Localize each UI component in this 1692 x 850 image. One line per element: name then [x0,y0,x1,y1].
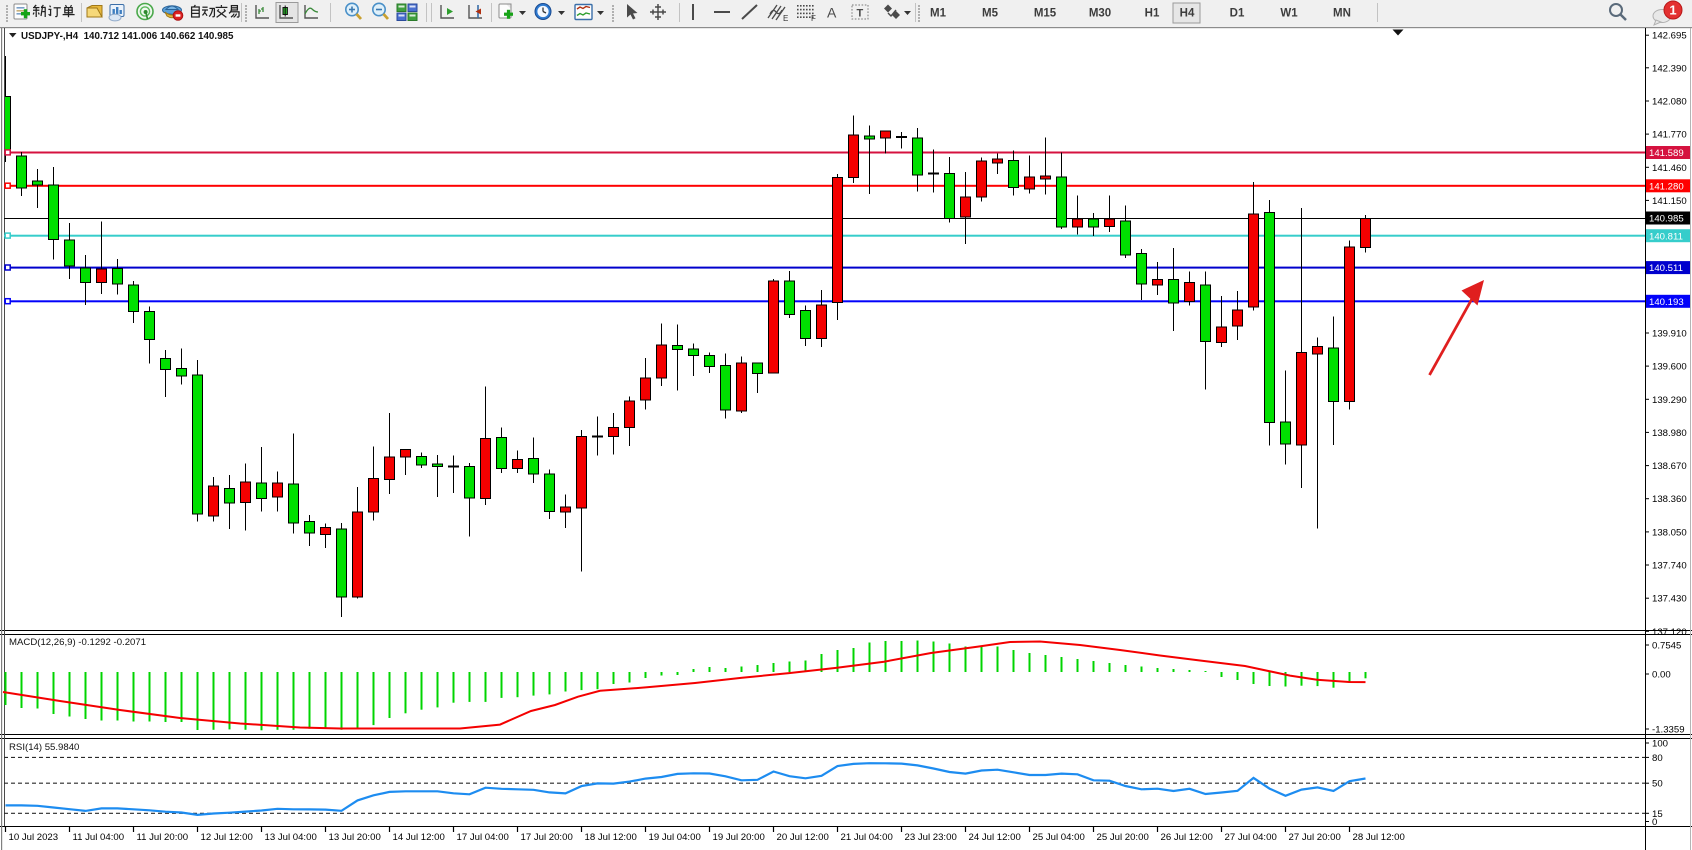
svg-text:137.740: 137.740 [1652,561,1687,572]
svg-text:28 Jul 12:00: 28 Jul 12:00 [1353,832,1405,843]
svg-text:100: 100 [1652,739,1668,750]
svg-text:0.7545: 0.7545 [1652,641,1681,652]
svg-text:19 Jul 20:00: 19 Jul 20:00 [713,832,765,843]
svg-text:26 Jul 12:00: 26 Jul 12:00 [1161,832,1213,843]
svg-text:T: T [857,8,864,20]
svg-text:F: F [811,14,816,23]
svg-text:138.050: 138.050 [1652,527,1687,538]
svg-text:RSI(14) 55.9840: RSI(14) 55.9840 [9,742,79,753]
svg-text:25 Jul 20:00: 25 Jul 20:00 [1097,832,1149,843]
svg-text:138.360: 138.360 [1652,494,1687,505]
svg-text:11 Jul 20:00: 11 Jul 20:00 [137,832,189,843]
svg-text:A: A [827,5,837,21]
svg-text:141.150: 141.150 [1652,196,1687,207]
svg-text:138.670: 138.670 [1652,461,1687,472]
svg-text:27 Jul 20:00: 27 Jul 20:00 [1289,832,1341,843]
svg-text:137.430: 137.430 [1652,594,1687,605]
svg-text:17 Jul 20:00: 17 Jul 20:00 [521,832,573,843]
svg-text:11 Jul 04:00: 11 Jul 04:00 [73,832,125,843]
svg-text:1: 1 [1669,3,1676,18]
svg-text:M15: M15 [1034,8,1057,20]
svg-text:19 Jul 04:00: 19 Jul 04:00 [649,832,701,843]
svg-text:80: 80 [1652,753,1663,764]
svg-text:W1: W1 [1280,8,1298,20]
svg-text:H1: H1 [1145,8,1160,20]
svg-text:141.460: 141.460 [1652,163,1687,174]
svg-text:15: 15 [1652,809,1663,820]
svg-text:13 Jul 20:00: 13 Jul 20:00 [329,832,381,843]
svg-text:139.290: 139.290 [1652,395,1687,406]
svg-text:14 Jul 12:00: 14 Jul 12:00 [393,832,445,843]
svg-text:140.193: 140.193 [1649,297,1684,308]
svg-text:141.589: 141.589 [1649,148,1684,159]
svg-text:0: 0 [1652,817,1657,828]
svg-text:24 Jul 12:00: 24 Jul 12:00 [969,832,1021,843]
svg-text:D1: D1 [1230,8,1245,20]
svg-text:142.695: 142.695 [1652,31,1687,42]
svg-text:141.770: 141.770 [1652,130,1687,141]
svg-text:USDJPY-,H4 140.712 141.006 14: USDJPY-,H4 140.712 141.006 140.662 140.9… [21,31,234,42]
svg-text:25 Jul 04:00: 25 Jul 04:00 [1033,832,1085,843]
svg-text:142.080: 142.080 [1652,97,1687,108]
svg-text:141.280: 141.280 [1649,181,1684,192]
svg-text:21 Jul 04:00: 21 Jul 04:00 [841,832,893,843]
svg-text:138.980: 138.980 [1652,428,1687,439]
svg-text:140.511: 140.511 [1649,263,1683,274]
svg-text:12 Jul 12:00: 12 Jul 12:00 [201,832,253,843]
svg-text:50: 50 [1652,779,1663,790]
svg-text:E: E [783,14,788,23]
svg-text:0.00: 0.00 [1652,670,1671,681]
svg-text:18 Jul 12:00: 18 Jul 12:00 [585,832,637,843]
svg-text:-1.3359: -1.3359 [1652,725,1685,736]
svg-text:23 Jul 23:00: 23 Jul 23:00 [905,832,957,843]
svg-text:13 Jul 04:00: 13 Jul 04:00 [265,832,317,843]
svg-text:140.811: 140.811 [1649,231,1683,242]
svg-text:27 Jul 04:00: 27 Jul 04:00 [1225,832,1277,843]
svg-text:139.910: 139.910 [1652,329,1687,340]
svg-text:140.985: 140.985 [1649,214,1684,225]
svg-text:M5: M5 [982,8,999,20]
svg-text:17 Jul 04:00: 17 Jul 04:00 [457,832,509,843]
svg-text:MACD(12,26,9) -0.1292 -0.2071: MACD(12,26,9) -0.1292 -0.2071 [9,637,146,648]
svg-text:MN: MN [1333,8,1351,20]
svg-text:139.600: 139.600 [1652,362,1687,373]
svg-text:M30: M30 [1089,8,1111,20]
svg-text:10 Jul 2023: 10 Jul 2023 [9,832,59,843]
svg-text:H4: H4 [1180,8,1195,20]
svg-text:M1: M1 [930,8,947,20]
svg-text:20 Jul 12:00: 20 Jul 12:00 [777,832,829,843]
svg-text:142.390: 142.390 [1652,63,1687,74]
svg-text:137.120: 137.120 [1652,627,1687,638]
